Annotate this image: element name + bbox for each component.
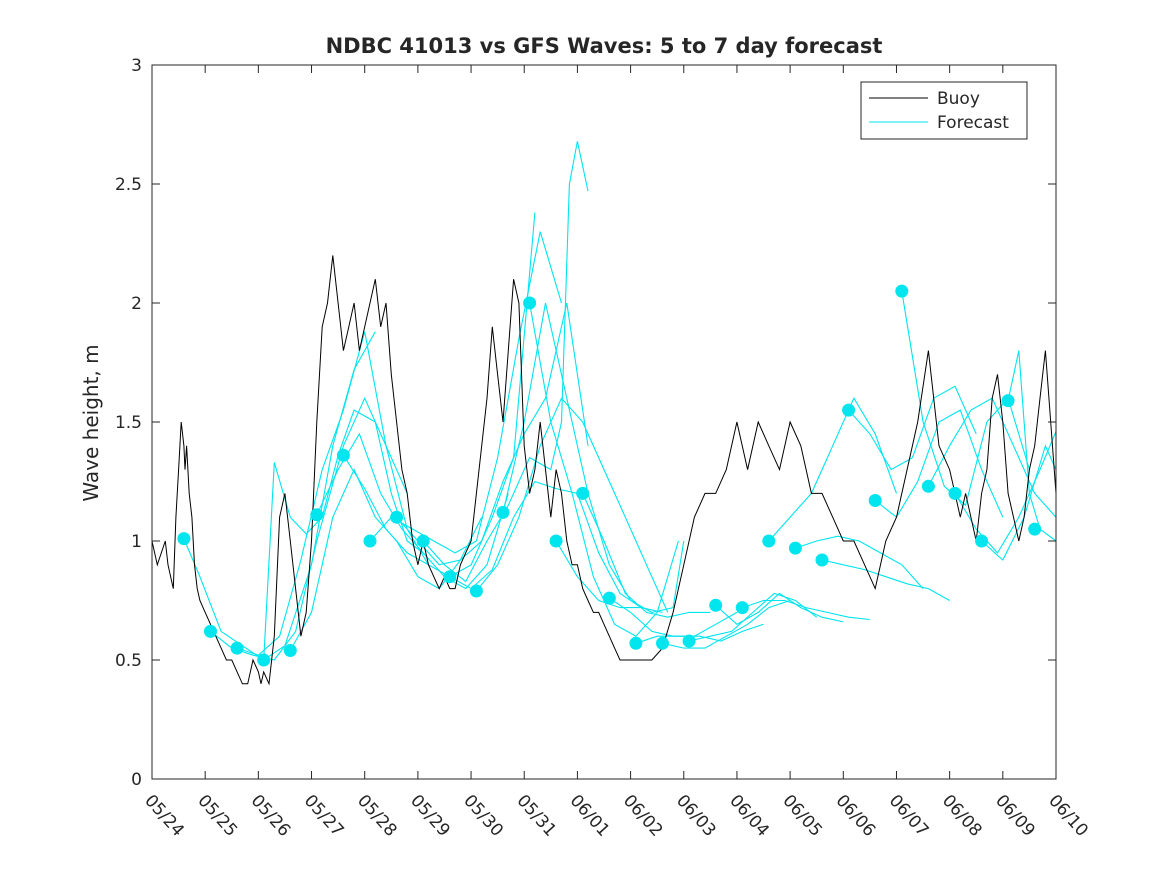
forecast-point-5 <box>310 508 324 522</box>
forecast-line-21 <box>742 599 870 621</box>
forecast-point-16 <box>602 591 616 605</box>
plot-background <box>152 65 1056 779</box>
forecast-point-18 <box>656 636 669 650</box>
x-tick-label-9: 06/02 <box>619 791 667 841</box>
forecast-point-20 <box>709 598 723 612</box>
forecast-point-23 <box>788 541 802 555</box>
x-tick-label-1: 05/25 <box>193 791 241 841</box>
legend-label-forecast: Forecast <box>937 113 1009 133</box>
forecast-start-points <box>177 284 1042 667</box>
forecast-point-8 <box>390 510 404 524</box>
forecast-line-25 <box>848 385 977 471</box>
x-tick-label-4: 05/28 <box>353 791 401 841</box>
forecast-point-32 <box>1028 522 1042 536</box>
forecast-point-3 <box>257 653 271 667</box>
forecast-line-17 <box>635 623 764 644</box>
x-tick-label-0: 05/24 <box>140 791 188 841</box>
y-tick-label-2: 1 <box>131 532 142 552</box>
forecast-line-18 <box>662 599 791 649</box>
forecast-point-30 <box>975 534 989 548</box>
forecast-point-14 <box>549 534 563 548</box>
x-tick-label-8: 06/01 <box>566 791 614 841</box>
forecast-point-11 <box>469 584 483 598</box>
y-tick-label-3: 1.5 <box>115 413 142 433</box>
forecast-point-0 <box>177 532 191 546</box>
x-tick-label-5: 05/29 <box>406 791 454 841</box>
forecast-point-19 <box>682 634 696 648</box>
forecast-point-27 <box>895 284 909 298</box>
x-tick-label-11: 06/04 <box>725 791 773 841</box>
chart-title: NDBC 41013 vs GFS Waves: 5 to 7 day fore… <box>326 34 883 58</box>
legend: Buoy Forecast <box>860 81 1028 140</box>
forecast-point-1 <box>204 624 217 638</box>
plot-area <box>152 65 1056 779</box>
x-tick-label-3: 05/27 <box>300 791 348 841</box>
forecast-point-28 <box>921 479 935 493</box>
buoy-line-group <box>151 255 1057 686</box>
forecast-point-7 <box>363 534 377 548</box>
forecast-point-25 <box>842 403 856 417</box>
x-tick-label-15: 06/08 <box>938 791 986 841</box>
forecast-line-9 <box>422 141 589 583</box>
forecast-line-11 <box>475 397 669 613</box>
x-tick-label-16: 06/09 <box>991 791 1039 841</box>
forecast-point-10 <box>443 570 457 584</box>
forecast-point-26 <box>868 494 882 507</box>
forecast-point-29 <box>948 486 962 500</box>
x-tick-label-12: 06/05 <box>778 791 826 841</box>
forecast-point-21 <box>735 601 749 615</box>
x-tick-label-7: 05/31 <box>513 791 561 841</box>
y-axis-ticks: 0 0.5 1 1.5 2 2.5 3 <box>115 56 1056 790</box>
y-axis-label: Wave height, m <box>79 344 103 501</box>
forecast-point-2 <box>230 641 244 655</box>
x-tick-label-6: 05/30 <box>459 791 507 841</box>
legend-label-buoy: Buoy <box>937 89 980 109</box>
forecast-line-24 <box>821 559 950 601</box>
forecast-line-23 <box>795 535 924 589</box>
forecast-point-31 <box>1001 394 1015 408</box>
y-tick-label-5: 2.5 <box>115 175 142 195</box>
forecast-point-13 <box>523 296 537 310</box>
x-tick-label-13: 06/06 <box>832 791 880 841</box>
forecast-point-24 <box>815 553 829 567</box>
legend-box <box>860 81 1028 140</box>
x-tick-label-17: 06/10 <box>1044 791 1092 841</box>
forecast-point-4 <box>283 644 297 657</box>
forecast-line-20 <box>715 592 844 625</box>
x-tick-label-10: 06/03 <box>672 791 720 841</box>
forecast-line-6 <box>342 212 536 578</box>
forecast-line-19 <box>688 592 818 642</box>
forecast-point-17 <box>629 636 643 650</box>
forecast-point-6 <box>336 448 350 462</box>
forecast-line-2 <box>236 331 429 656</box>
forecast-point-12 <box>496 505 510 519</box>
forecast-point-15 <box>576 486 590 500</box>
x-tick-label-14: 06/07 <box>885 791 933 841</box>
x-tick-label-2: 05/26 <box>247 791 295 841</box>
buoy-line <box>151 255 1057 686</box>
y-tick-label-6: 3 <box>131 56 142 76</box>
forecast-line-10 <box>449 480 642 609</box>
forecast-point-22 <box>762 534 776 548</box>
forecast-line-31 <box>1007 350 1057 542</box>
forecast-point-9 <box>416 534 430 548</box>
y-tick-label-4: 2 <box>131 294 142 314</box>
y-tick-label-1: 0.5 <box>115 651 142 671</box>
y-tick-label-0: 0 <box>131 770 142 790</box>
forecast-line-0 <box>183 331 376 661</box>
forecast-line-15 <box>582 493 711 618</box>
forecast-line-22 <box>768 397 898 542</box>
